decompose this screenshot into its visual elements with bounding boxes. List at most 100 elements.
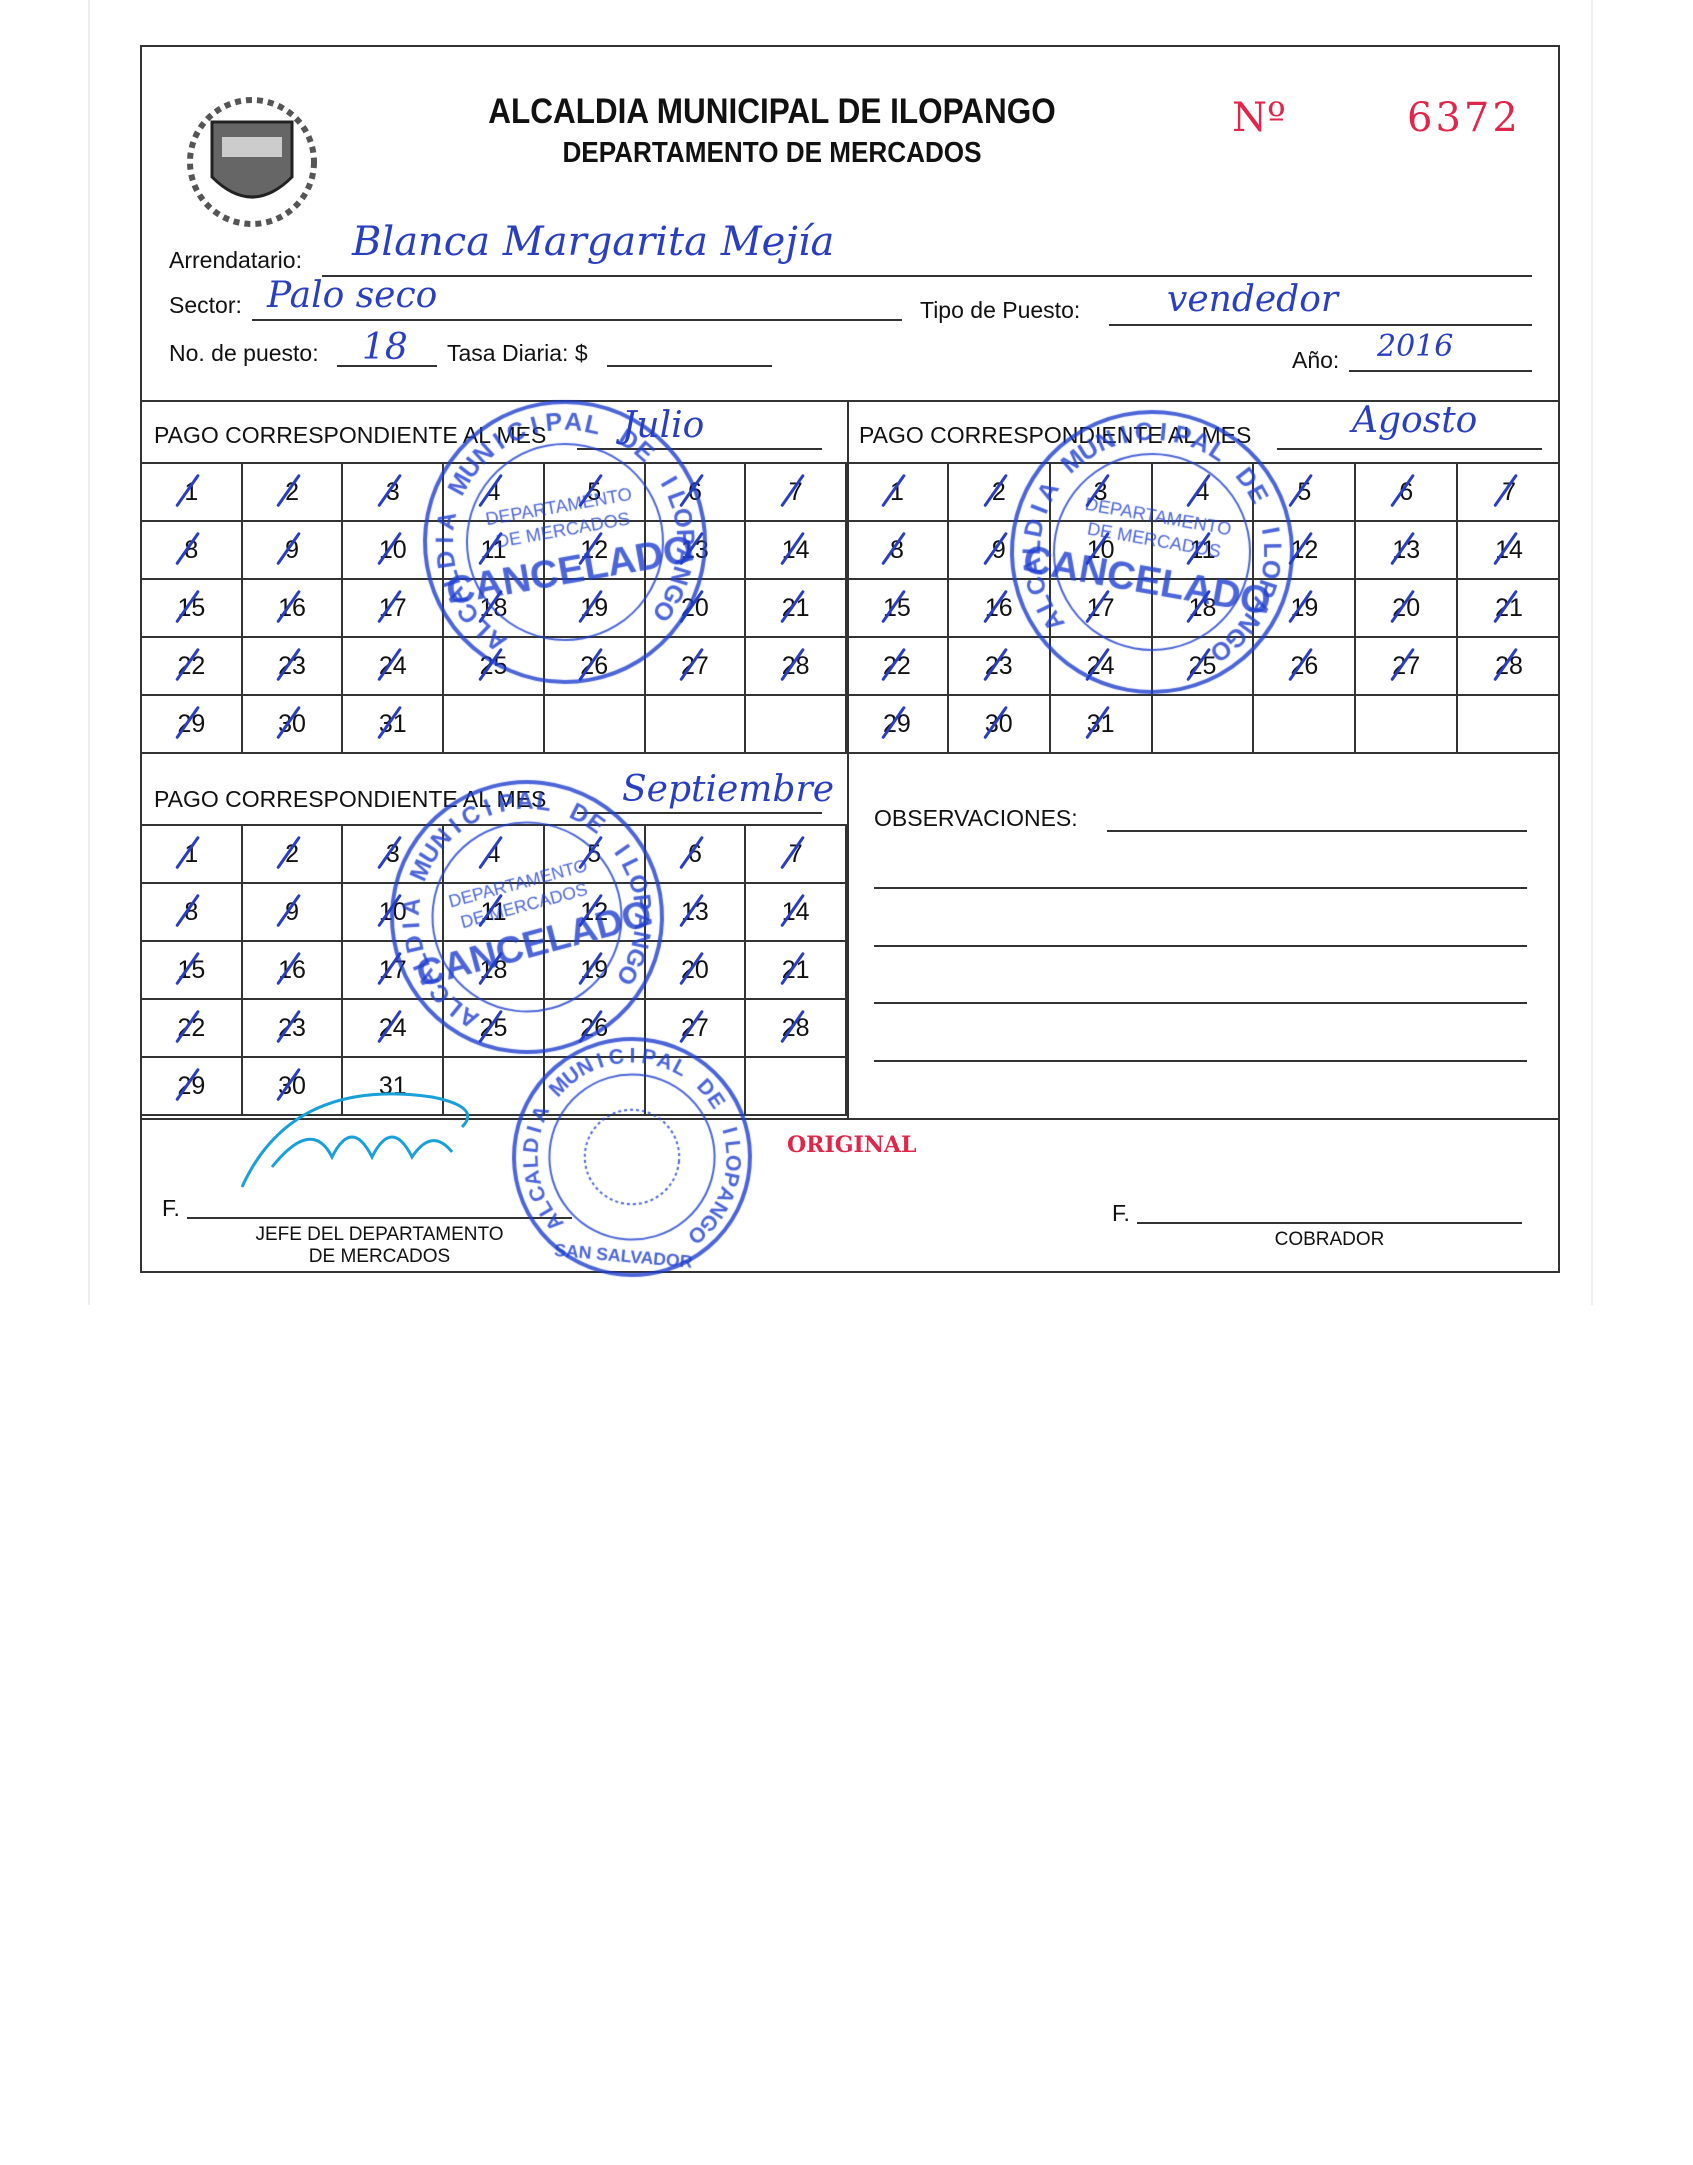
- paid-check-mark: [880, 589, 906, 624]
- day-cell-13: 13: [645, 884, 747, 942]
- day-cell-17: 17: [1050, 580, 1153, 638]
- day-cell-4: 4: [444, 464, 545, 522]
- paid-check-mark: [276, 951, 302, 986]
- paid-check-mark: [982, 705, 1008, 740]
- day-cell-25: 25: [444, 638, 545, 696]
- tasa-label: Tasa Diaria: $: [447, 340, 588, 366]
- paid-check-mark: [880, 705, 906, 740]
- paid-check-mark: [477, 951, 503, 986]
- day-cell-12: 12: [544, 522, 646, 580]
- number-label: Nº: [1232, 95, 1286, 141]
- f2-label: F.: [1112, 1200, 1130, 1226]
- paid-check-mark: [578, 589, 604, 624]
- paid-check-mark: [175, 835, 201, 870]
- arrendatario-value: Blanca Margarita Mejía: [352, 219, 835, 265]
- day-cell-14: 14: [746, 884, 847, 942]
- paid-check-mark: [1493, 589, 1518, 624]
- paid-check-mark: [477, 589, 503, 624]
- paid-check-mark: [477, 647, 503, 682]
- day-cell-29: 29: [847, 696, 949, 754]
- observaciones-label: OBSERVACIONES:: [874, 805, 1078, 831]
- day-cell-31: 31: [343, 696, 445, 754]
- day-cell-27: 27: [645, 1000, 747, 1058]
- paid-check-mark: [880, 647, 906, 682]
- paid-check-mark: [679, 531, 704, 566]
- empty-cell: [1356, 696, 1459, 754]
- jefe-line1: JEFE DEL DEPARTAMENTO: [255, 1224, 504, 1245]
- paid-check-mark: [679, 1009, 704, 1044]
- municipal-seal-logo: [187, 97, 317, 227]
- day-cell-26: 26: [1254, 638, 1357, 696]
- day-grid: 1 2 3 4 5 6 7 8 9 10 11 12 13 14 15 16 17 18 19 20 21 22 23 24 2…: [142, 462, 847, 754]
- receipt-number: 6372: [1407, 95, 1521, 141]
- paid-check-mark: [376, 893, 402, 928]
- paid-check-mark: [376, 473, 402, 508]
- day-cell-5: 5: [544, 464, 646, 522]
- paid-check-mark: [477, 531, 503, 566]
- day-cell-5: 5: [544, 826, 646, 884]
- paid-check-mark: [1186, 531, 1212, 566]
- day-cell-28: 28: [1458, 638, 1560, 696]
- day-cell-13: 13: [645, 522, 747, 580]
- paid-check-mark: [276, 589, 302, 624]
- day-cell-29: 29: [142, 1058, 243, 1116]
- paper: [88, 0, 1593, 1305]
- paid-check-mark: [578, 647, 604, 682]
- paid-check-mark: [175, 1067, 201, 1102]
- paid-check-mark: [982, 531, 1008, 566]
- paid-check-mark: [779, 473, 805, 508]
- day-cell-12: 12: [1254, 522, 1357, 580]
- paid-check-mark: [779, 531, 805, 566]
- day-cell-17: 17: [343, 580, 445, 638]
- paid-check-mark: [1390, 589, 1416, 624]
- paid-check-mark: [1084, 589, 1110, 624]
- paid-check-mark: [1084, 531, 1110, 566]
- paid-check-mark: [276, 531, 302, 566]
- day-cell-21: 21: [1458, 580, 1560, 638]
- day-cell-15: 15: [847, 580, 949, 638]
- empty-cell: [444, 696, 545, 754]
- paid-check-mark: [578, 531, 604, 566]
- day-cell-16: 16: [242, 580, 344, 638]
- empty-cell: [1254, 696, 1357, 754]
- day-cell-24: 24: [343, 1000, 445, 1058]
- paid-check-mark: [679, 589, 704, 624]
- paid-check-mark: [880, 531, 906, 566]
- paid-check-mark: [779, 647, 805, 682]
- day-cell-20: 20: [1356, 580, 1459, 638]
- day-cell-11: 11: [1152, 522, 1255, 580]
- day-cell-20: 20: [645, 580, 747, 638]
- paid-check-mark: [779, 835, 805, 870]
- day-cell-12: 12: [544, 884, 646, 942]
- market-payment-card: ALCALDIA MUNICIPAL DE ILOPANGO DEPARTAME…: [140, 45, 1560, 1280]
- page-title: ALCALDIA MUNICIPAL DE ILOPANGO: [488, 92, 1056, 131]
- paid-check-mark: [276, 893, 302, 928]
- day-cell-29: 29: [142, 696, 243, 754]
- day-cell-1: 1: [142, 826, 243, 884]
- paid-check-mark: [779, 893, 805, 928]
- paid-check-mark: [1084, 473, 1110, 508]
- day-cell-13: 13: [1356, 522, 1459, 580]
- day-cell-2: 2: [242, 826, 344, 884]
- day-cell-25: 25: [1152, 638, 1255, 696]
- paid-check-mark: [578, 473, 604, 508]
- paid-check-mark: [175, 647, 201, 682]
- paid-check-mark: [578, 1009, 604, 1044]
- paid-check-mark: [477, 473, 503, 508]
- day-cell-8: 8: [142, 884, 243, 942]
- day-cell-16: 16: [242, 942, 344, 1000]
- paid-check-mark: [477, 893, 503, 928]
- paid-check-mark: [1084, 647, 1110, 682]
- day-cell-26: 26: [544, 1000, 646, 1058]
- paid-check-mark: [1288, 531, 1314, 566]
- day-cell-8: 8: [847, 522, 949, 580]
- day-cell-1: 1: [847, 464, 949, 522]
- day-cell-9: 9: [242, 884, 344, 942]
- puesto-value: 18: [362, 327, 408, 368]
- paid-check-mark: [1288, 589, 1314, 624]
- day-cell-3: 3: [1050, 464, 1153, 522]
- day-cell-9: 9: [948, 522, 1051, 580]
- paid-check-mark: [376, 951, 402, 986]
- paid-check-mark: [175, 589, 201, 624]
- paid-check-mark: [1186, 647, 1212, 682]
